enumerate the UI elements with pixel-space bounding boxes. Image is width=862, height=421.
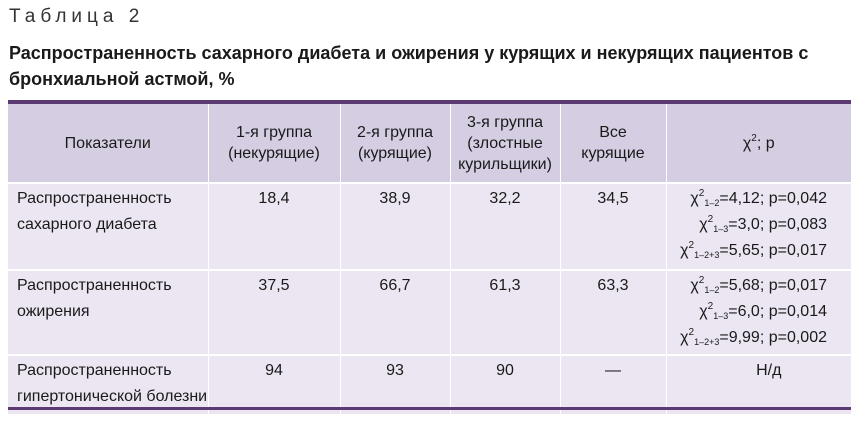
header-chi-square: χ2; р (665, 104, 851, 184)
header-all-smokers: Все курящие (559, 104, 666, 184)
cell-all-smokers: 34,5 (559, 183, 666, 271)
cell-chi-square: χ21–2=4,12; р=0,042 χ21–3=3,0; р=0,083 χ… (665, 183, 851, 271)
header-indicator: Показатели (8, 104, 208, 184)
cell-all-smokers: — (559, 355, 666, 416)
header-row: Показатели 1-я группа (некурящие) 2-я гр… (8, 104, 851, 184)
cell-group1: 18,4 (207, 183, 340, 271)
row-indicator: Распространенность сахарного диабета (8, 183, 208, 271)
cell-group1: 37,5 (207, 270, 340, 356)
cell-chi-square: χ21–2=5,68; р=0,017 χ21–3=6,0; р=0,014 χ… (665, 270, 851, 356)
table-top-rule (8, 100, 851, 104)
cell-chi-square: Н/д (665, 355, 851, 416)
row-indicator: Распространенность ожирения (8, 270, 208, 356)
header-group1: 1-я группа (некурящие) (207, 104, 340, 184)
cell-group1: 94 (207, 355, 340, 416)
cell-group2: 38,9 (339, 183, 450, 271)
cell-group3: 32,2 (449, 183, 560, 271)
table-row: Распространенность ожирения 37,5 66,7 61… (8, 270, 851, 356)
header-group3: 3-я группа (злостные курильщики) (449, 104, 560, 184)
cell-group2: 66,7 (339, 270, 450, 356)
cell-group2: 93 (339, 355, 450, 416)
table-number-label: Таблица 2 (9, 6, 145, 27)
table-row: Распространенность сахарного диабета 18,… (8, 183, 851, 271)
row-indicator: Распространенность гипертонической болез… (8, 355, 208, 416)
cell-group3: 61,3 (449, 270, 560, 356)
header-group2: 2-я группа (курящие) (339, 104, 450, 184)
table-bottom-rule (8, 407, 851, 410)
cell-all-smokers: 63,3 (559, 270, 666, 356)
cell-group3: 90 (449, 355, 560, 416)
table-title: Распространенность сахарного диабета и о… (9, 43, 809, 89)
table-row: Распространенность гипертонической болез… (8, 355, 851, 416)
data-table: Показатели 1-я группа (некурящие) 2-я гр… (8, 100, 851, 416)
